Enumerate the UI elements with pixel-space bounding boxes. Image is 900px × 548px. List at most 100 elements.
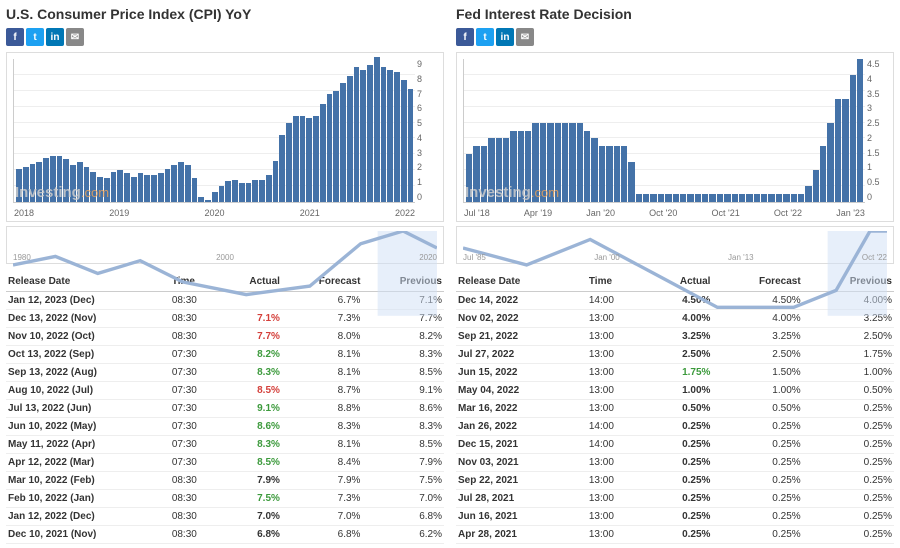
cell-previous: 1.75% (803, 346, 894, 364)
bar (732, 194, 738, 202)
cell-forecast: 1.00% (712, 382, 802, 400)
bar (562, 123, 568, 202)
y-axis: 00.511.522.533.544.5 (867, 59, 889, 202)
bar (584, 131, 590, 203)
cell-time: 08:30 (170, 526, 221, 544)
cell-forecast: 8.1% (282, 364, 363, 382)
bar (293, 116, 299, 202)
table-row[interactable]: May 04, 202213:001.00%1.00%0.50% (456, 382, 894, 400)
cell-actual: 0.25% (644, 490, 712, 508)
cell-previous: 7.9% (362, 454, 444, 472)
bar (702, 194, 708, 202)
cell-previous: 8.5% (362, 364, 444, 382)
cell-actual: 3.25% (644, 328, 712, 346)
table-row[interactable]: Jul 27, 202213:002.50%2.50%1.75% (456, 346, 894, 364)
bar (709, 194, 715, 202)
bar (614, 146, 620, 202)
bar (606, 146, 612, 202)
cell-forecast: 6.8% (282, 526, 363, 544)
table-row[interactable]: Jan 12, 2022 (Dec)08:307.0%7.0%6.8% (6, 508, 444, 526)
table-row[interactable]: May 11, 2022 (Apr)07:308.3%8.1%8.5% (6, 436, 444, 454)
table-row[interactable]: Jan 26, 202214:000.25%0.25%0.25% (456, 418, 894, 436)
table-row[interactable]: Jul 13, 2022 (Jun)07:309.1%8.8%8.6% (6, 400, 444, 418)
table-row[interactable]: Jun 10, 2022 (May)07:308.6%8.3%8.3% (6, 418, 444, 436)
facebook-icon[interactable]: f (6, 28, 24, 46)
bar (313, 116, 319, 202)
bar (43, 158, 49, 202)
table-row[interactable]: Feb 10, 2022 (Jan)08:307.5%7.3%7.0% (6, 490, 444, 508)
range-selector-chart[interactable]: Jul '85Jan '00Jan '13Oct '22 (456, 226, 894, 264)
table-row[interactable]: Sep 22, 202113:000.25%0.25%0.25% (456, 472, 894, 490)
cell-previous: 0.25% (803, 418, 894, 436)
cell-previous: 0.25% (803, 400, 894, 418)
cell-date: Oct 13, 2022 (Sep) (6, 346, 170, 364)
cell-actual: 7.0% (221, 508, 282, 526)
table-row[interactable]: Jun 15, 202213:001.75%1.50%1.00% (456, 364, 894, 382)
cell-forecast: 0.25% (712, 526, 802, 544)
cell-date: May 11, 2022 (Apr) (6, 436, 170, 454)
bar (333, 91, 339, 202)
bar (473, 146, 479, 202)
x-axis: Jul '18Apr '19Jan '20Oct '20Oct '21Oct '… (464, 208, 865, 218)
table-row[interactable]: Jul 28, 202113:000.25%0.25%0.25% (456, 490, 894, 508)
bar (111, 172, 117, 202)
cell-date: Jun 15, 2022 (456, 364, 587, 382)
bar (354, 67, 360, 202)
bar (599, 146, 605, 202)
cell-previous: 8.2% (362, 328, 444, 346)
table-row[interactable]: Dec 10, 2021 (Nov)08:306.8%6.8%6.2% (6, 526, 444, 544)
bar (394, 72, 400, 202)
table-row[interactable]: Apr 12, 2022 (Mar)07:308.5%8.4%7.9% (6, 454, 444, 472)
table-row[interactable]: Dec 15, 202114:000.25%0.25%0.25% (456, 436, 894, 454)
table-row[interactable]: Aug 10, 2022 (Jul)07:308.5%8.7%9.1% (6, 382, 444, 400)
cell-previous: 0.25% (803, 490, 894, 508)
panel-title: Fed Interest Rate Decision (456, 6, 894, 22)
cell-previous: 0.25% (803, 454, 894, 472)
cell-actual: 9.1% (221, 400, 282, 418)
cell-date: Mar 16, 2022 (456, 400, 587, 418)
table-row[interactable]: Nov 10, 2022 (Oct)08:307.7%8.0%8.2% (6, 328, 444, 346)
linkedin-icon[interactable]: in (496, 28, 514, 46)
cell-time: 13:00 (587, 490, 644, 508)
table-row[interactable]: Sep 13, 2022 (Aug)07:308.3%8.1%8.5% (6, 364, 444, 382)
facebook-icon[interactable]: f (456, 28, 474, 46)
table-row[interactable]: Oct 13, 2022 (Sep)07:308.2%8.1%8.3% (6, 346, 444, 364)
cell-date: Sep 22, 2021 (456, 472, 587, 490)
main-chart: 00.511.522.533.544.5Jul '18Apr '19Jan '2… (456, 52, 894, 222)
mail-icon[interactable]: ✉ (516, 28, 534, 46)
table-row[interactable]: Nov 03, 202113:000.25%0.25%0.25% (456, 454, 894, 472)
bar (171, 165, 177, 202)
cell-previous: 0.25% (803, 508, 894, 526)
range-selector-chart[interactable]: 198020002020 (6, 226, 444, 264)
cell-previous: 7.0% (362, 490, 444, 508)
bar (327, 94, 333, 202)
cell-date: Jul 13, 2022 (Jun) (6, 400, 170, 418)
cell-actual: 0.25% (644, 454, 712, 472)
table-row[interactable]: Apr 28, 202113:000.25%0.25%0.25% (456, 526, 894, 544)
bar (97, 177, 103, 202)
table-row[interactable]: Mar 10, 2022 (Feb)08:307.9%7.9%7.5% (6, 472, 444, 490)
cell-actual: 0.25% (644, 472, 712, 490)
table-row[interactable]: Jun 16, 202113:000.25%0.25%0.25% (456, 508, 894, 526)
bar (16, 169, 22, 202)
bar (783, 194, 789, 202)
cell-date: Sep 13, 2022 (Aug) (6, 364, 170, 382)
linkedin-icon[interactable]: in (46, 28, 64, 46)
bar (266, 175, 272, 202)
cell-forecast: 8.1% (282, 346, 363, 364)
twitter-icon[interactable]: t (26, 28, 44, 46)
bar (650, 194, 656, 202)
bar (77, 162, 83, 202)
bar (84, 167, 90, 202)
cell-actual: 7.5% (221, 490, 282, 508)
cell-actual: 7.9% (221, 472, 282, 490)
table-row[interactable]: Sep 21, 202213:003.25%3.25%2.50% (456, 328, 894, 346)
cell-actual: 7.7% (221, 328, 282, 346)
table-row[interactable]: Mar 16, 202213:000.50%0.50%0.25% (456, 400, 894, 418)
bar (124, 173, 130, 202)
mail-icon[interactable]: ✉ (66, 28, 84, 46)
twitter-icon[interactable]: t (476, 28, 494, 46)
cell-time: 13:00 (587, 346, 644, 364)
bar (165, 169, 171, 202)
bar (138, 173, 144, 202)
